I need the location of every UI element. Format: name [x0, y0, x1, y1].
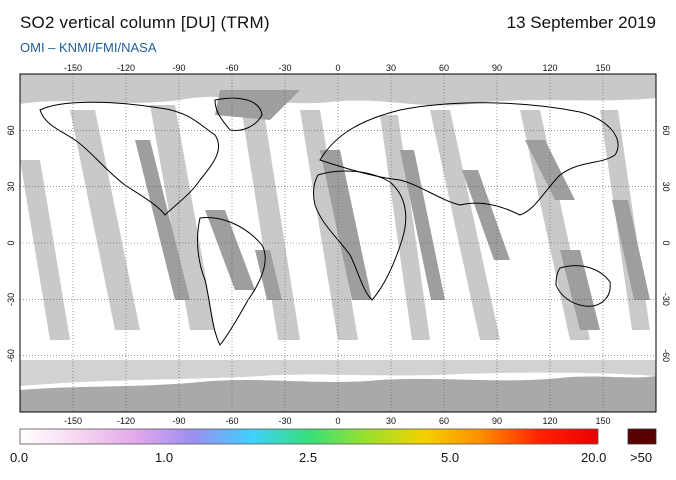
latitude-tick-right: 0 — [661, 240, 671, 245]
colorbar-label-5: >50 — [630, 450, 653, 465]
colorbar-label-0: 0.0 — [10, 450, 29, 465]
latitude-tick-right: 30 — [661, 182, 671, 192]
graticule — [20, 74, 656, 412]
colorbar-label-3: 5.0 — [441, 450, 460, 465]
latitude-tick-right: -60 — [661, 349, 671, 362]
longitude-tick-bottom: 150 — [595, 416, 610, 426]
longitude-tick-top: 30 — [386, 63, 396, 73]
map-title: SO2 vertical column [DU] (TRM) — [20, 13, 270, 32]
latitude-tick-left: 60 — [6, 125, 16, 135]
longitude-tick-top: -30 — [278, 63, 291, 73]
longitude-tick-bottom: -30 — [278, 416, 291, 426]
orbit-strips — [135, 90, 650, 330]
colorbar-label-2: 2.5 — [299, 450, 318, 465]
data-credit: OMI – KNMI/FMI/NASA — [20, 40, 157, 55]
latitude-tick-left: 0 — [6, 240, 16, 245]
australia-outline — [555, 265, 611, 307]
south-america-outline — [197, 216, 266, 346]
longitude-tick-top: 60 — [439, 63, 449, 73]
longitude-tick-bottom: 0 — [335, 416, 340, 426]
map-date: 13 September 2019 — [506, 13, 656, 32]
longitude-tick-bottom: 90 — [492, 416, 502, 426]
map-frame-content — [20, 74, 656, 412]
colorbar-overflow-swatch — [627, 428, 657, 445]
longitude-tick-top: 90 — [492, 63, 502, 73]
eurasia-outline — [319, 102, 619, 216]
longitude-tick-bottom: -150 — [64, 416, 82, 426]
longitude-tick-top: 0 — [335, 63, 340, 73]
longitude-tick-top: -120 — [117, 63, 135, 73]
latitude-tick-left: 30 — [6, 182, 16, 192]
south-nodata-band — [20, 360, 656, 386]
longitude-tick-bottom: -60 — [225, 416, 238, 426]
colorbar — [19, 428, 599, 445]
colorbar-label-4: 20.0 — [581, 450, 607, 465]
longitude-tick-top: 120 — [542, 63, 557, 73]
latitude-tick-left: -30 — [6, 293, 16, 306]
longitude-tick-bottom: -90 — [172, 416, 185, 426]
coastlines — [39, 97, 619, 346]
antarctica-region — [20, 376, 656, 412]
latitude-tick-right: -30 — [661, 293, 671, 306]
africa-outline — [313, 170, 407, 301]
greenland-outline — [214, 97, 263, 131]
colorbar-label-1: 1.0 — [155, 450, 174, 465]
longitude-tick-top: -60 — [225, 63, 238, 73]
longitude-tick-bottom: 120 — [542, 416, 557, 426]
longitude-tick-top: -90 — [172, 63, 185, 73]
north-america-outline — [39, 101, 220, 216]
longitude-tick-bottom: -120 — [117, 416, 135, 426]
latitude-tick-right: 60 — [661, 125, 671, 135]
map-border — [19, 73, 657, 413]
latitude-tick-left: -60 — [6, 349, 16, 362]
tick-labels: -150 -150 -120 -120 -90 -90 -60 -60 -30 -30 0 0 30 30… — [6, 63, 671, 426]
longitude-tick-top: -150 — [64, 63, 82, 73]
longitude-tick-top: 150 — [595, 63, 610, 73]
longitude-tick-bottom: 30 — [386, 416, 396, 426]
longitude-tick-bottom: 60 — [439, 416, 449, 426]
